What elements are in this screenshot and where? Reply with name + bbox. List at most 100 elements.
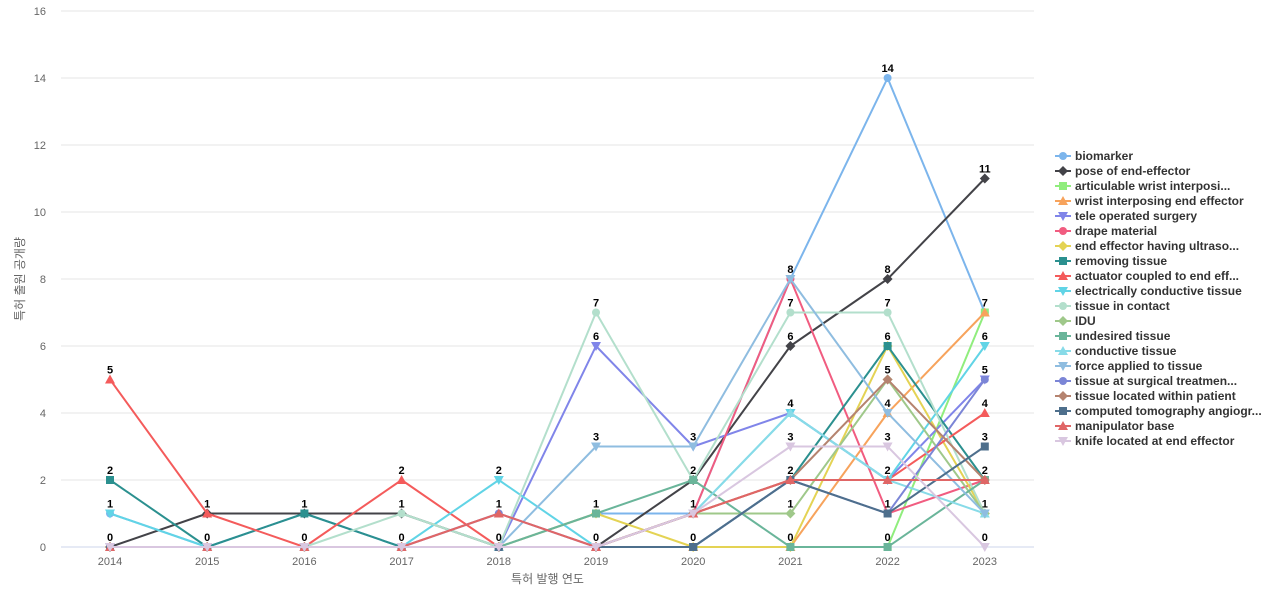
- legend-item[interactable]: undesired tissue: [1055, 329, 1171, 343]
- legend-item[interactable]: removing tissue: [1055, 254, 1167, 268]
- legend-item[interactable]: conductive tissue: [1055, 344, 1177, 358]
- legend-marker[interactable]: [1059, 182, 1067, 190]
- data-point[interactable]: [591, 543, 601, 552]
- data-point[interactable]: [299, 543, 310, 552]
- legend-item[interactable]: tissue in contact: [1055, 299, 1170, 313]
- legend-marker[interactable]: [1058, 166, 1068, 176]
- data-label: 11: [979, 164, 991, 176]
- legend-item[interactable]: manipulator base: [1055, 419, 1175, 433]
- data-point[interactable]: [882, 374, 893, 385]
- legend-marker[interactable]: [1058, 212, 1068, 221]
- data-point[interactable]: [592, 308, 600, 317]
- legend-item[interactable]: IDU: [1055, 314, 1096, 328]
- data-point[interactable]: [980, 442, 989, 451]
- legend-item[interactable]: electrically conductive tissue: [1055, 284, 1242, 298]
- data-point[interactable]: [396, 475, 407, 484]
- series-line[interactable]: [110, 378, 986, 548]
- series-line[interactable]: [110, 378, 986, 548]
- legend-item[interactable]: end effector having ultraso...: [1055, 239, 1239, 253]
- data-point[interactable]: [883, 543, 892, 551]
- data-point[interactable]: [882, 409, 893, 418]
- data-point[interactable]: [980, 375, 989, 384]
- legend-marker[interactable]: [1058, 271, 1068, 280]
- data-point[interactable]: [689, 543, 698, 551]
- data-point[interactable]: [105, 509, 115, 519]
- data-point[interactable]: [882, 475, 893, 484]
- data-point[interactable]: [883, 74, 892, 82]
- data-point[interactable]: [105, 374, 115, 384]
- legend-marker[interactable]: [1059, 332, 1067, 340]
- legend-marker[interactable]: [1059, 302, 1067, 310]
- data-point[interactable]: [979, 475, 990, 484]
- legend-marker[interactable]: [1058, 316, 1068, 326]
- legend-marker[interactable]: [1058, 437, 1068, 446]
- legend-marker[interactable]: [1059, 407, 1067, 415]
- legend-item[interactable]: drape material: [1055, 224, 1157, 238]
- data-point[interactable]: [688, 442, 699, 452]
- series-line[interactable]: [110, 378, 986, 548]
- data-point[interactable]: [785, 442, 796, 452]
- data-point[interactable]: [979, 408, 990, 417]
- data-point[interactable]: [979, 509, 990, 519]
- legend-marker[interactable]: [1058, 241, 1068, 251]
- x-tick-label: 2019: [584, 556, 608, 568]
- legend-item[interactable]: articulable wrist interposi...: [1055, 179, 1230, 193]
- legend-marker[interactable]: [1058, 196, 1068, 205]
- legend-item[interactable]: force applied to tissue: [1055, 359, 1203, 373]
- legend-item[interactable]: tissue at surgical treatmen...: [1055, 374, 1237, 388]
- legend-item[interactable]: tissue located within patient: [1055, 389, 1236, 403]
- data-label: 1: [496, 499, 502, 511]
- legend-marker[interactable]: [1058, 287, 1068, 296]
- legend-marker[interactable]: [1059, 377, 1067, 385]
- series-line[interactable]: [110, 445, 986, 548]
- data-point[interactable]: [493, 476, 504, 485]
- data-point[interactable]: [786, 308, 795, 317]
- data-point[interactable]: [591, 342, 601, 351]
- data-point[interactable]: [883, 308, 892, 317]
- legend-marker[interactable]: [1058, 362, 1068, 371]
- legend-item[interactable]: knife located at end effector: [1055, 434, 1235, 448]
- data-point[interactable]: [397, 509, 406, 518]
- data-point[interactable]: [882, 274, 893, 284]
- data-point[interactable]: [592, 509, 600, 518]
- data-point[interactable]: [979, 543, 990, 552]
- data-point[interactable]: [785, 475, 796, 484]
- data-point[interactable]: [979, 342, 990, 351]
- data-point[interactable]: [493, 508, 504, 518]
- data-point[interactable]: [202, 543, 213, 552]
- data-point[interactable]: [785, 275, 796, 284]
- legend-marker[interactable]: [1059, 227, 1067, 235]
- data-point[interactable]: [300, 509, 309, 518]
- data-point[interactable]: [396, 543, 407, 552]
- data-point[interactable]: [106, 476, 114, 484]
- legend-marker[interactable]: [1058, 421, 1068, 430]
- data-point[interactable]: [882, 442, 893, 452]
- legend-marker[interactable]: [1058, 346, 1068, 355]
- data-point[interactable]: [105, 543, 115, 552]
- legend-marker[interactable]: [1059, 152, 1067, 160]
- data-point[interactable]: [785, 508, 796, 519]
- legend-item[interactable]: computed tomography angiogr...: [1055, 404, 1262, 418]
- legend-marker[interactable]: [1058, 391, 1068, 401]
- legend-item[interactable]: actuator coupled to end eff...: [1055, 269, 1239, 283]
- data-point[interactable]: [591, 442, 601, 452]
- data-point[interactable]: [688, 509, 699, 519]
- data-point[interactable]: [493, 543, 504, 552]
- data-point[interactable]: [202, 508, 213, 518]
- legend-item[interactable]: biomarker: [1055, 149, 1133, 163]
- legend-item[interactable]: tele operated surgery: [1055, 209, 1197, 223]
- legend-marker[interactable]: [1059, 257, 1067, 265]
- data-point[interactable]: [979, 173, 990, 184]
- data-point[interactable]: [883, 509, 892, 518]
- data-point[interactable]: [786, 543, 795, 551]
- data-point[interactable]: [689, 476, 698, 484]
- series-line[interactable]: [109, 177, 986, 548]
- data-point[interactable]: [883, 342, 892, 350]
- data-point[interactable]: [979, 307, 990, 317]
- legend-item[interactable]: pose of end-effector: [1055, 164, 1191, 178]
- data-point[interactable]: [785, 341, 796, 351]
- legend-item[interactable]: wrist interposing end effector: [1055, 194, 1244, 208]
- data-point[interactable]: [785, 408, 796, 417]
- series-line[interactable]: [109, 378, 986, 548]
